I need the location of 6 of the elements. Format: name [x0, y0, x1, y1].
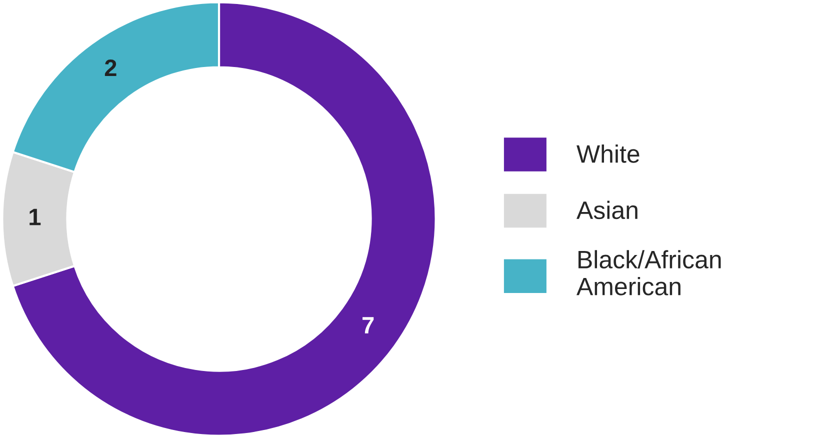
legend-label: Black/African American [576, 250, 721, 296]
data-label: 7 [362, 317, 374, 334]
data-label: 2 [104, 60, 116, 76]
legend-label: Asian [576, 200, 638, 220]
legend-label: White [576, 144, 640, 163]
data-label: 1 [30, 208, 41, 226]
